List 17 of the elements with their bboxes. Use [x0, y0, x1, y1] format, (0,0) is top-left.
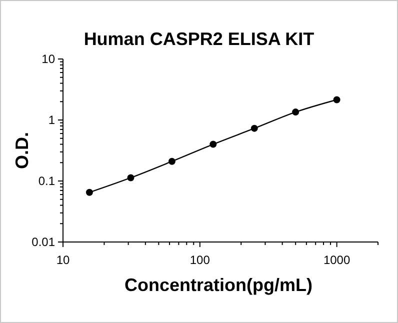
- x-tick-label: 10: [56, 253, 70, 267]
- point: [333, 96, 340, 104]
- y-tick-label: 1: [48, 113, 56, 128]
- y-tick-label: 10: [42, 52, 56, 66]
- x-tick-label: 1000: [323, 253, 350, 267]
- point: [168, 158, 176, 165]
- y-axis-title: O.D.: [12, 132, 32, 170]
- point: [127, 174, 134, 182]
- point: [292, 108, 300, 116]
- chart-title: Human CASPR2 ELISA KIT: [84, 29, 314, 49]
- point: [250, 124, 258, 132]
- point: [210, 140, 217, 148]
- x-axis-title: Concentration(pg/mL): [124, 275, 312, 295]
- y-tick-label: 0.1: [38, 174, 56, 188]
- x-tick-label: 100: [190, 253, 210, 267]
- point: [86, 188, 93, 196]
- y-tick-label: 0.01: [32, 235, 56, 250]
